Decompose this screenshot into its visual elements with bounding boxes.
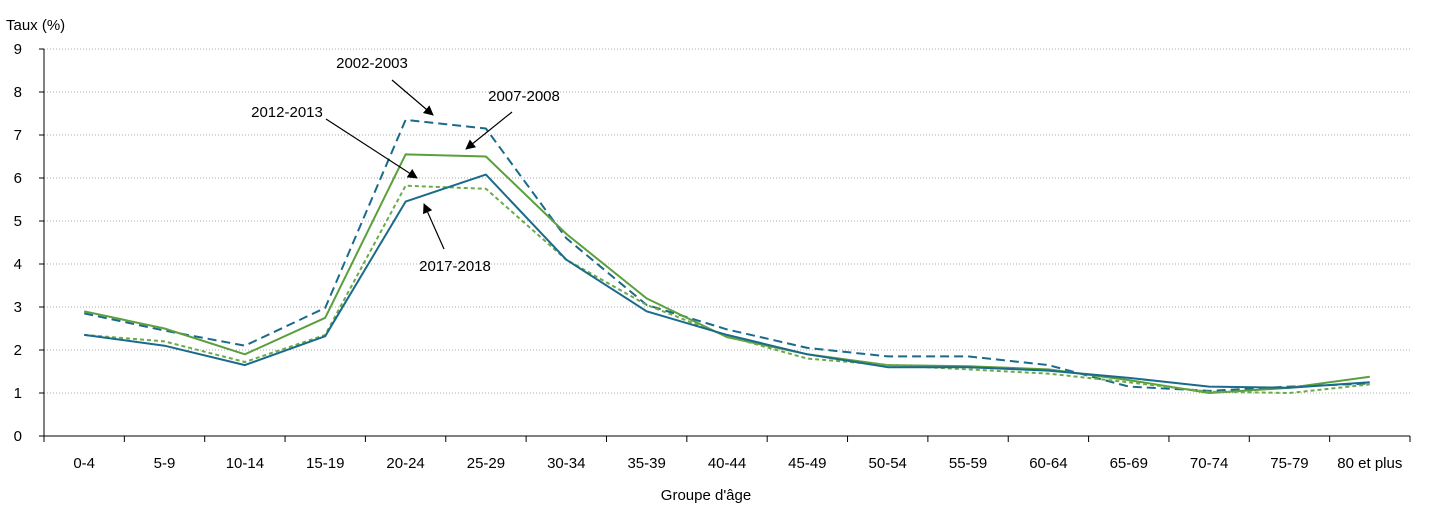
series-line-2012-2013 [84,184,1370,394]
x-tick-label: 70-74 [1190,455,1228,472]
annotation-label: 2012-2013 [251,104,323,121]
x-tick-label: 0-4 [73,455,95,472]
annotation-label: 2017-2018 [419,258,491,275]
series-line-2007-2008 [83,153,1370,394]
annotation-label: 2002-2003 [336,55,408,72]
y-tick-label: 5 [14,213,22,230]
x-tick-label: 25-29 [467,455,505,472]
x-tick-label: 65-69 [1110,455,1148,472]
y-tick-label: 7 [14,127,22,144]
x-tick-label: 15-19 [306,455,344,472]
x-tick-label: 40-44 [708,455,746,472]
x-axis-ticks: 0-4 5-9 10-14 15-19 20-24 25-29 30-34 35-39 40-4… [43,435,1411,472]
annotation-arrow [465,111,513,150]
series-lines [83,118,1370,394]
y-tick-label: 6 [14,170,22,187]
series-line-2002-2003 [83,118,1370,392]
x-tick-label: 30-34 [547,455,585,472]
x-tick-label: 50-54 [869,455,907,472]
gridlines [44,48,1410,394]
y-tick-label: 3 [14,299,22,316]
annotation-label: 2007-2008 [488,88,560,105]
y-tick-label: 2 [14,342,22,359]
annotation-arrow [423,203,445,250]
annotation-arrow [391,79,434,116]
y-axis-title: Taux (%) [6,17,65,34]
x-tick-label: 80 et plus [1337,455,1402,472]
y-tick-label: 9 [14,41,22,58]
x-tick-label: 35-39 [627,455,665,472]
y-tick-label: 0 [14,428,22,445]
x-tick-label: 5-9 [154,455,176,472]
x-tick-label: 10-14 [226,455,264,472]
x-axis-title: Groupe d'âge [661,487,751,504]
x-tick-label: 45-49 [788,455,826,472]
x-tick-label: 60-64 [1029,455,1067,472]
x-tick-label: 20-24 [386,455,424,472]
y-axis-ticks: 0 1 2 3 4 5 6 7 8 9 [14,41,45,445]
y-tick-label: 4 [14,256,22,273]
annotation-arrow [325,118,418,179]
x-tick-label: 55-59 [949,455,987,472]
annotations: 2002-2003 2007-2008 2012-2013 2017-2018 [251,55,560,275]
y-tick-label: 8 [14,84,22,101]
x-tick-label: 75-79 [1270,455,1308,472]
series-line-2017-2018 [84,173,1370,389]
y-tick-label: 1 [14,385,22,402]
